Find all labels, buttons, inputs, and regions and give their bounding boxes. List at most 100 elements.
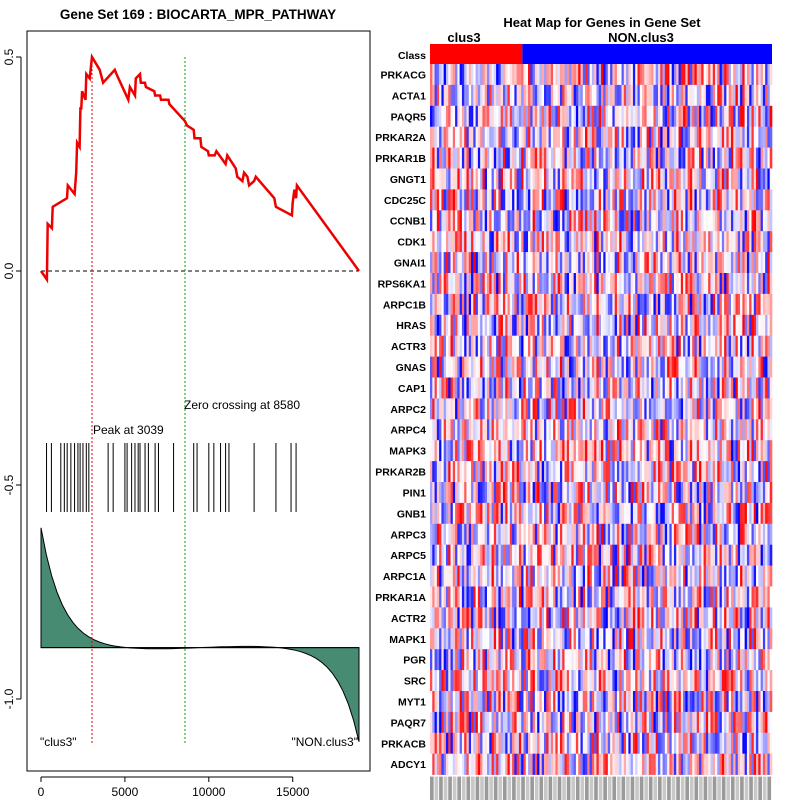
heatmap-cell — [656, 64, 659, 85]
heatmap-cell — [642, 378, 645, 399]
heatmap-cell — [560, 524, 563, 545]
heatmap-cell — [706, 189, 709, 210]
heatmap-cell — [569, 607, 572, 628]
heatmap-cell — [489, 628, 492, 649]
heatmap-cell — [626, 273, 629, 294]
heatmap-cell — [569, 733, 572, 754]
heatmap-cell — [674, 273, 677, 294]
heatmap-cell — [451, 670, 454, 691]
heatmap-cell — [761, 419, 764, 440]
heatmap-cell — [683, 566, 686, 587]
heatmap-cell — [437, 336, 440, 357]
heatmap-cell — [660, 712, 663, 733]
heatmap-cell — [765, 336, 768, 357]
heatmap-cell — [610, 189, 613, 210]
heatmap-cell — [631, 587, 634, 608]
heatmap-cell — [731, 210, 734, 231]
heatmap-cell — [610, 649, 613, 670]
heatmap-cell — [606, 419, 609, 440]
heatmap-cell — [510, 169, 513, 190]
heatmap-cell — [717, 169, 720, 190]
heatmap-cell — [528, 628, 531, 649]
heatmap-cell — [660, 273, 663, 294]
heatmap-cell — [756, 587, 759, 608]
heatmap-cell — [599, 148, 602, 169]
heatmap-cell — [708, 273, 711, 294]
heatmap-cell — [601, 670, 604, 691]
heatmap-cell — [624, 273, 627, 294]
heatmap-cell — [653, 587, 656, 608]
heatmap-cell — [571, 670, 574, 691]
heatmap-cell — [740, 691, 743, 712]
heatmap-cell — [482, 85, 485, 106]
heatmap-cell — [521, 587, 524, 608]
heatmap-cell — [432, 461, 435, 482]
heatmap-cell — [578, 524, 581, 545]
heatmap-cell — [679, 189, 682, 210]
heatmap-cell — [496, 189, 499, 210]
heatmap-cell — [640, 357, 643, 378]
heatmap-cell — [749, 64, 752, 85]
heatmap-cell — [576, 628, 579, 649]
heatmap-cell — [571, 315, 574, 336]
heatmap-cell — [701, 628, 704, 649]
heatmap-cell — [489, 733, 492, 754]
heatmap-cell — [747, 649, 750, 670]
heatmap-cell — [669, 440, 672, 461]
heatmap-cell — [676, 482, 679, 503]
heatmap-cell — [432, 378, 435, 399]
heatmap-cell — [612, 148, 615, 169]
heatmap-cell — [505, 398, 508, 419]
heatmap-cell — [742, 315, 745, 336]
heatmap-cell — [482, 231, 485, 252]
heatmap-cell — [612, 440, 615, 461]
heatmap-cell — [448, 649, 451, 670]
heatmap-cell — [462, 712, 465, 733]
heatmap-cell — [448, 231, 451, 252]
heatmap-cell — [731, 419, 734, 440]
heatmap-cell — [706, 273, 709, 294]
heatmap-cell — [503, 315, 506, 336]
heatmap-cell — [665, 670, 668, 691]
heatmap-cell — [569, 566, 572, 587]
heatmap-cell — [642, 85, 645, 106]
heatmap-cell — [514, 106, 517, 127]
heatmap-cell — [578, 628, 581, 649]
heatmap-cell — [644, 482, 647, 503]
heatmap-cell — [473, 566, 476, 587]
heatmap-cell — [521, 64, 524, 85]
heatmap-cell — [480, 649, 483, 670]
heatmap-cell — [453, 127, 456, 148]
heatmap-cell — [642, 169, 645, 190]
heatmap-cell — [685, 189, 688, 210]
heatmap-cell — [519, 210, 522, 231]
heatmap-cell — [758, 524, 761, 545]
heatmap-cell — [622, 127, 625, 148]
heatmap-cell — [713, 461, 716, 482]
heatmap-cell — [758, 419, 761, 440]
heatmap-cell — [571, 106, 574, 127]
heatmap-cell — [653, 712, 656, 733]
heatmap-cell — [596, 210, 599, 231]
heatmap-cell — [724, 189, 727, 210]
heatmap-cell — [624, 649, 627, 670]
heatmap-cell — [651, 169, 654, 190]
heatmap-cell — [448, 733, 451, 754]
heatmap-cell — [726, 712, 729, 733]
heatmap-cell — [692, 524, 695, 545]
heatmap-cell — [704, 461, 707, 482]
heatmap-cell — [460, 733, 463, 754]
heatmap-cell — [606, 461, 609, 482]
heatmap-cell — [489, 524, 492, 545]
heatmap-cell — [510, 189, 513, 210]
heatmap-cell — [667, 231, 670, 252]
heatmap-cell — [446, 85, 449, 106]
heatmap-cell — [603, 189, 606, 210]
heatmap-cell — [631, 169, 634, 190]
heatmap-cell — [558, 85, 561, 106]
heatmap-cell — [706, 440, 709, 461]
heatmap-cell — [430, 85, 433, 106]
heatmap-cell — [761, 85, 764, 106]
heatmap-cell — [451, 231, 454, 252]
heatmap-cell — [761, 628, 764, 649]
